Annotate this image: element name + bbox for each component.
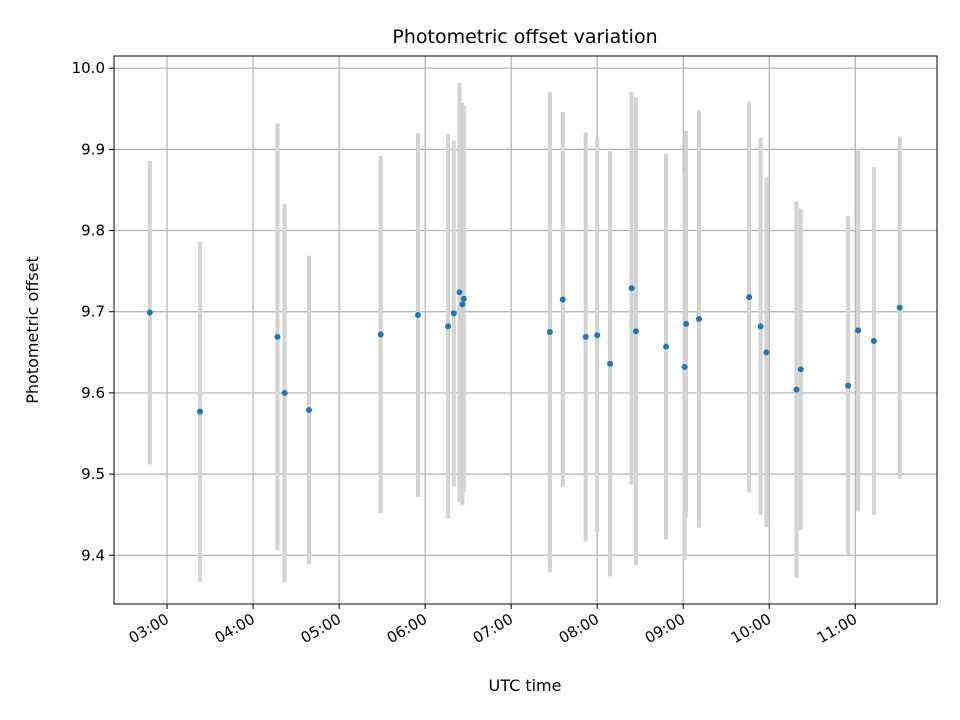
data-point <box>450 310 457 317</box>
data-point <box>456 289 463 296</box>
data-point <box>546 329 553 336</box>
data-point <box>896 304 903 311</box>
data-point <box>414 311 421 318</box>
y-tick-label: 9.5 <box>81 465 105 483</box>
y-tick-label: 9.4 <box>81 546 105 564</box>
data-point <box>559 296 566 303</box>
data-point <box>663 343 670 350</box>
data-point <box>628 285 635 292</box>
plot-frame <box>113 55 938 605</box>
data-point <box>870 337 877 344</box>
y-tick-label: 9.6 <box>81 384 105 402</box>
y-axis-label: Photometric offset <box>23 256 42 404</box>
y-tick-label: 9.8 <box>81 222 105 240</box>
y-tick-label: 10.0 <box>72 59 105 77</box>
data-point <box>855 327 862 334</box>
data-point <box>632 328 639 335</box>
data-point <box>377 331 384 338</box>
x-axis-label: UTC time <box>489 676 562 695</box>
data-point <box>460 295 467 302</box>
chart-title: Photometric offset variation <box>392 26 657 48</box>
data-point <box>459 301 466 308</box>
data-point <box>797 366 804 373</box>
data-point <box>445 323 452 330</box>
y-tick-label: 9.7 <box>81 303 105 321</box>
data-point <box>681 363 688 370</box>
data-point <box>757 323 764 330</box>
data-point <box>607 360 614 367</box>
data-points <box>146 285 903 415</box>
data-point <box>305 406 312 413</box>
data-point <box>281 389 288 396</box>
data-point <box>146 309 153 316</box>
data-point <box>594 332 601 339</box>
y-axis-ticks: 9.4 9.5 9.6 9.7 9.8 9.9 10.0 <box>72 59 114 564</box>
data-point <box>197 408 204 415</box>
data-point <box>695 316 702 323</box>
y-tick-label: 9.9 <box>81 140 105 158</box>
data-point <box>793 386 800 393</box>
data-point <box>845 382 852 389</box>
data-point <box>746 294 753 301</box>
data-point <box>683 320 690 327</box>
data-point <box>274 333 281 340</box>
data-point <box>582 333 589 340</box>
data-point <box>763 349 770 356</box>
